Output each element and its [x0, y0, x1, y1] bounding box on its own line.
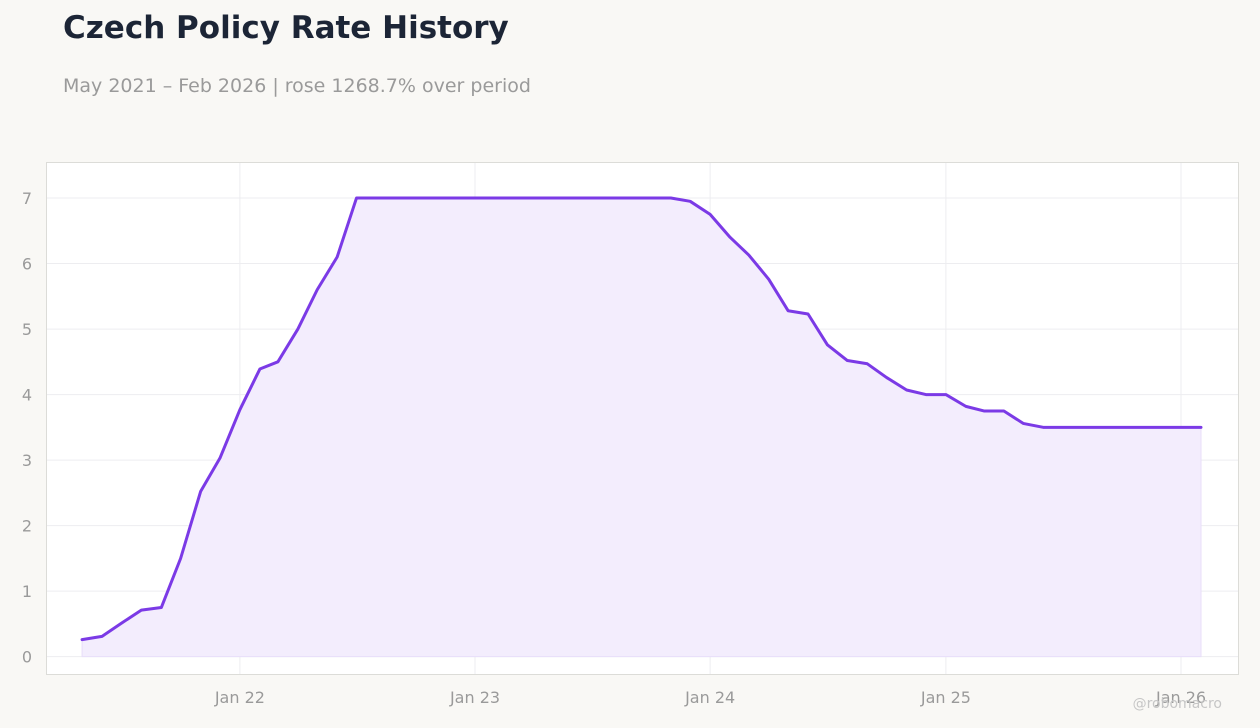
x-tick-label: Jan 22 — [214, 688, 265, 707]
series-line — [80, 196, 1203, 642]
y-tick-label: 3 — [22, 451, 32, 470]
y-tick-label: 5 — [22, 320, 32, 339]
watermark: @robomacro — [1132, 696, 1222, 712]
x-tick-label: Jan 23 — [449, 688, 500, 707]
y-tick-label: 1 — [22, 582, 32, 601]
y-tick-label: 2 — [22, 517, 32, 536]
x-tick-label: Jan 26 — [1155, 688, 1206, 707]
x-tick-label: Jan 25 — [920, 688, 971, 707]
y-tick-label: 6 — [22, 255, 32, 274]
plot-frame — [46, 162, 1239, 675]
y-tick-label: 4 — [22, 386, 32, 405]
y-tick-label: 7 — [22, 189, 32, 208]
chart-title: Czech Policy Rate History — [63, 10, 509, 46]
x-tick-label: Jan 24 — [684, 688, 735, 707]
chart-subtitle: May 2021 – Feb 2026 | rose 1268.7% over … — [63, 75, 531, 97]
y-tick-label: 0 — [22, 648, 32, 667]
